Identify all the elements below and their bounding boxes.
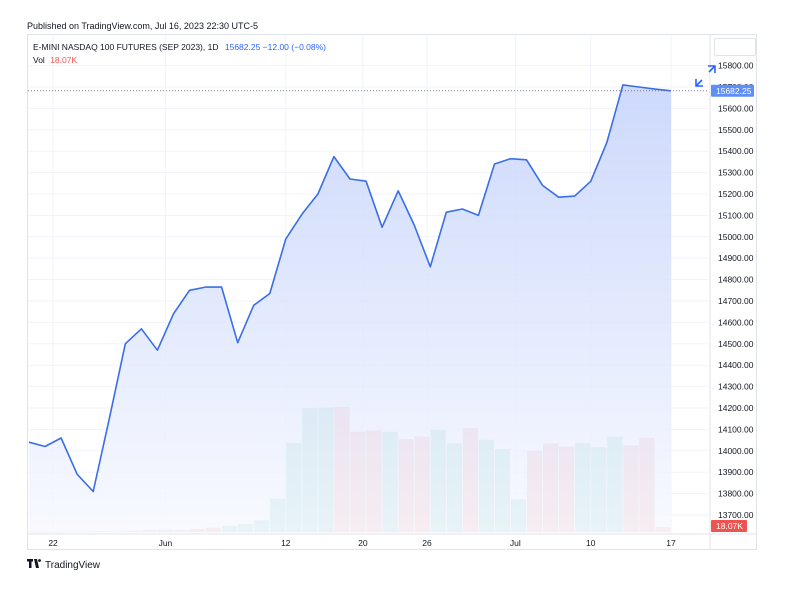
legend-symbol: E-MINI NASDAQ 100 FUTURES (SEP 2023), 1D: [33, 42, 219, 52]
y-tick-label: 14000.00: [718, 446, 754, 456]
y-tick-label: 13900.00: [718, 467, 754, 477]
y-tick-label: 14500.00: [718, 339, 754, 349]
last-price-badge: [711, 84, 754, 97]
tradingview-logo-text: TradingView: [45, 559, 101, 571]
y-tick-label: 15600.00: [718, 103, 754, 113]
chart-frame[interactable]: [27, 34, 757, 550]
y-tick-label: 14800.00: [718, 275, 754, 285]
legend-price: 15682.25 −12.00 (−0.08%): [224, 42, 326, 52]
x-tick-label: 10: [586, 538, 596, 548]
legend-volume-label: Vol: [33, 55, 45, 65]
published-caption: Published on TradingView.com, Jul 16, 20…: [27, 21, 258, 31]
chart-control-box[interactable]: [714, 38, 756, 56]
x-tick-label: 17: [666, 538, 676, 548]
y-tick-label: 13800.00: [718, 489, 754, 499]
tradingview-logo-icon: [27, 559, 41, 571]
legend-volume-value: 18.07K: [50, 55, 78, 65]
y-tick-label: 15800.00: [718, 61, 754, 71]
y-tick-label: 13700.00: [718, 510, 754, 520]
last-volume-label: 18.07K: [716, 521, 743, 531]
x-tick-label: Jul: [510, 538, 521, 548]
x-tick-label: 12: [281, 538, 291, 548]
y-tick-label: 14600.00: [718, 317, 754, 327]
price-line: [28, 84, 672, 493]
x-tick-label: Jun: [159, 538, 173, 548]
y-tick-label: 15400.00: [718, 146, 754, 156]
y-tick-label: 15000.00: [718, 232, 754, 242]
x-tick-label: 22: [48, 538, 58, 548]
price-area: [29, 84, 671, 534]
y-tick-label: 15100.00: [718, 210, 754, 220]
y-tick-label: 15200.00: [718, 189, 754, 199]
y-tick-label: 14100.00: [718, 424, 754, 434]
last-price-label: 15682.25: [716, 86, 752, 96]
y-tick-label: 14300.00: [718, 382, 754, 392]
chart-legend: E-MINI NASDAQ 100 FUTURES (SEP 2023), 1D…: [33, 41, 326, 67]
x-tick-label: 20: [358, 538, 368, 548]
y-tick-label: 14200.00: [718, 403, 754, 413]
y-tick-label: 14400.00: [718, 360, 754, 370]
y-tick-label: 15500.00: [718, 125, 754, 135]
last-volume-badge: [711, 520, 747, 532]
expand-arrows-icon: [695, 65, 716, 87]
y-tick-label: 14700.00: [718, 296, 754, 306]
y-tick-label: 14900.00: [718, 253, 754, 263]
tradingview-footer[interactable]: TradingView: [27, 559, 100, 571]
y-tick-label: 15300.00: [718, 168, 754, 178]
x-tick-label: 26: [422, 538, 432, 548]
